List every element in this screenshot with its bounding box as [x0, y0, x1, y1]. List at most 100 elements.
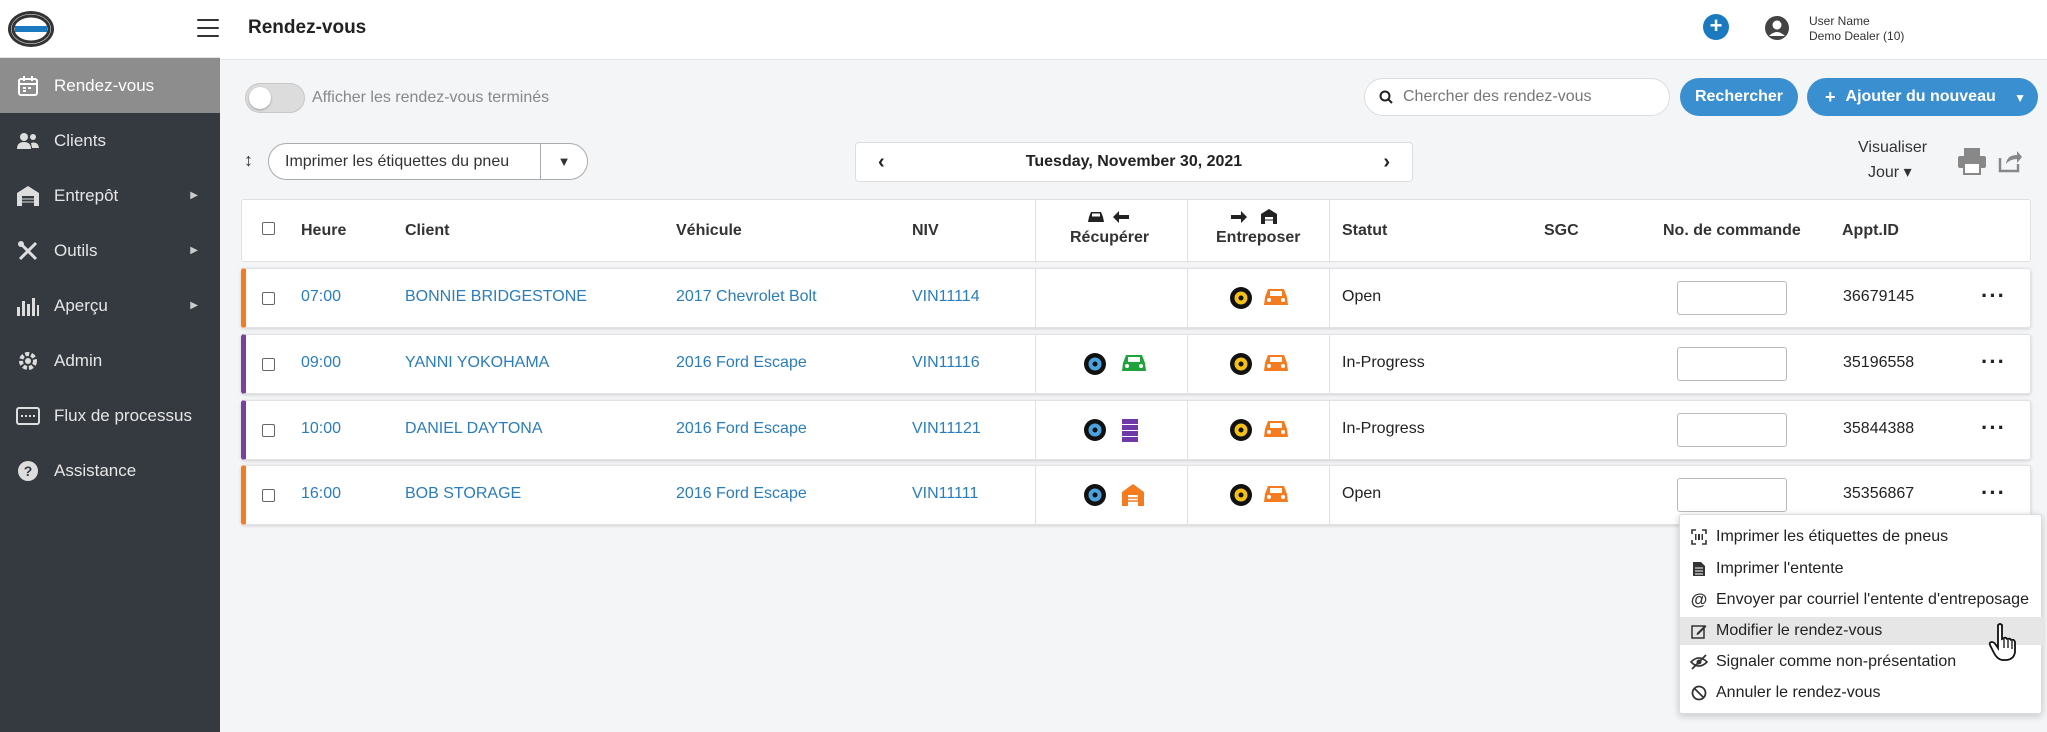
sidebar-nav: Rendez-vous Clients Entrepôt ▶ Outils ▶ [0, 58, 220, 498]
search-button[interactable]: Rechercher [1680, 78, 1798, 116]
add-new-button[interactable]: + Ajouter du nouveau ▼ [1807, 78, 2038, 116]
share-icon[interactable] [1997, 148, 2023, 174]
table-row[interactable]: 09:00 YANNI YOKOHAMA 2016 Ford Escape VIN11… [241, 334, 2031, 394]
menu-item-no-show[interactable]: Signaler comme non-présentation [1680, 648, 2043, 676]
dealer-name: Demo Dealer (10) [1809, 29, 1905, 43]
view-select[interactable]: Jour ▾ [1868, 164, 1912, 181]
row-checkbox[interactable] [262, 489, 275, 502]
vehicle-link[interactable]: 2016 Ford Escape [676, 485, 807, 502]
hamburger-menu-icon[interactable] [197, 19, 219, 37]
appointment-time-link[interactable]: 07:00 [301, 288, 342, 305]
row-checkbox[interactable] [262, 358, 275, 371]
search-input[interactable] [1403, 88, 1653, 106]
client-link[interactable]: BONNIE BRIDGESTONE [405, 288, 587, 305]
client-link[interactable]: BOB STORAGE [405, 485, 522, 502]
print-tire-labels-button[interactable]: Imprimer les étiquettes du pneu ▼ [268, 143, 588, 180]
previous-day-button[interactable]: ‹ [878, 150, 885, 173]
vehicle-link[interactable]: 2016 Ford Escape [676, 420, 807, 437]
row-checkbox[interactable] [262, 292, 275, 305]
row-actions-more-icon[interactable]: ··· [1981, 349, 2006, 374]
table-row[interactable]: 07:00 BONNIE BRIDGESTONE 2017 Chevrolet Bo… [241, 268, 2031, 328]
sidebar-item-entrepot[interactable]: Entrepôt ▶ [0, 168, 220, 223]
row-actions-more-icon[interactable]: ··· [1981, 480, 2006, 505]
next-day-button[interactable]: › [1383, 150, 1390, 173]
order-number-input[interactable] [1677, 413, 1787, 447]
search-icon [1379, 90, 1393, 104]
vin-link[interactable]: VIN11111 [912, 485, 979, 502]
tools-icon [16, 239, 40, 263]
menu-item-print-tire-labels[interactable]: Imprimer les étiquettes de pneus [1680, 523, 2043, 551]
print-icon[interactable] [1957, 147, 1987, 175]
table-row[interactable]: 10:00 DANIEL DAYTONA 2016 Ford Escape VIN11… [241, 400, 2031, 460]
order-number-input[interactable] [1677, 347, 1787, 381]
app-logo[interactable] [8, 10, 54, 47]
dropdown-arrow-icon[interactable]: ▼ [557, 154, 571, 169]
vehicle-link[interactable]: 2016 Ford Escape [676, 354, 807, 371]
order-number-input[interactable] [1677, 281, 1787, 315]
sidebar-item-apercu[interactable]: Aperçu ▶ [0, 278, 220, 333]
vehicle-link[interactable]: 2017 Chevrolet Bolt [676, 288, 817, 305]
select-all-checkbox[interactable] [262, 222, 275, 235]
sidebar-item-admin[interactable]: Admin [0, 333, 220, 388]
header-vehicle[interactable]: Véhicule [676, 222, 742, 239]
sidebar-item-flux-de-processus[interactable]: Flux de processus [0, 388, 220, 443]
vin-link[interactable]: VIN11116 [912, 354, 980, 371]
header-appt-id[interactable]: Appt.ID [1842, 222, 1899, 239]
menu-item-label: Modifier le rendez-vous [1716, 622, 1883, 639]
menu-item-edit-appointment[interactable]: Modifier le rendez-vous [1680, 617, 2043, 645]
date-navigator: ‹ Tuesday, November 30, 2021 › [855, 142, 1413, 182]
menu-item-email-agreement[interactable]: @ Envoyer par courriel l'entente d'entre… [1680, 586, 2043, 614]
sidebar-item-label: Aperçu [54, 295, 108, 315]
users-icon [16, 129, 40, 153]
show-completed-toggle[interactable] [245, 83, 305, 113]
top-bar [220, 0, 2047, 60]
header-status[interactable]: Statut [1342, 222, 1388, 239]
divider [1035, 466, 1036, 524]
menu-item-label: Envoyer par courriel l'entente d'entrepo… [1716, 591, 2029, 608]
search-box[interactable] [1364, 78, 1670, 116]
appt-id-text: 35356867 [1843, 485, 1915, 502]
client-link[interactable]: YANNI YOKOHAMA [405, 354, 550, 371]
menu-item-print-agreement[interactable]: Imprimer l'entente [1680, 555, 2043, 583]
order-number-input[interactable] [1677, 478, 1787, 512]
header-vin[interactable]: NIV [912, 222, 939, 239]
sidebar-item-assistance[interactable]: ? Assistance [0, 443, 220, 498]
tire-gold-icon [1229, 286, 1253, 310]
sidebar-item-label: Admin [54, 350, 103, 370]
quick-add-button[interactable]: + [1703, 14, 1729, 40]
header-client[interactable]: Client [405, 222, 450, 239]
sidebar-item-outils[interactable]: Outils ▶ [0, 223, 220, 278]
header-order-number[interactable]: No. de commande [1663, 222, 1801, 239]
divider [1329, 200, 1330, 263]
user-avatar-icon[interactable] [1764, 15, 1790, 41]
page-title: Rendez-vous [248, 17, 367, 38]
eye-slash-icon [1690, 653, 1708, 671]
table-header: Heure Client Véhicule NIV Récupérer Entr… [241, 199, 2031, 263]
vin-link[interactable]: VIN11114 [912, 288, 980, 305]
header-time[interactable]: Heure [301, 222, 347, 239]
client-link[interactable]: DANIEL DAYTONA [405, 420, 543, 437]
divider [1329, 466, 1330, 524]
appointment-time-link[interactable]: 16:00 [301, 485, 342, 502]
row-checkbox[interactable] [262, 424, 275, 437]
warehouse-icon [16, 184, 40, 208]
vin-link[interactable]: VIN11121 [912, 420, 981, 437]
appointment-time-link[interactable]: 10:00 [301, 420, 342, 437]
dropdown-arrow-icon[interactable]: ▼ [2014, 91, 2026, 105]
gear-icon [16, 349, 40, 373]
menu-item-cancel-appointment[interactable]: Annuler le rendez-vous [1680, 679, 2043, 707]
header-sgc[interactable]: SGC [1544, 222, 1579, 239]
appointment-time-link[interactable]: 09:00 [301, 354, 342, 371]
user-name[interactable]: User Name [1809, 14, 1870, 28]
sort-icon[interactable]: ↕ [244, 150, 253, 170]
sidebar-item-clients[interactable]: Clients [0, 113, 220, 168]
sidebar-item-rendez-vous[interactable]: Rendez-vous [0, 58, 220, 113]
row-actions-more-icon[interactable]: ··· [1981, 283, 2006, 308]
header-store[interactable]: Entreposer [1216, 229, 1301, 246]
row-actions-more-icon[interactable]: ··· [1981, 415, 2006, 440]
row-context-menu: Imprimer les étiquettes de pneus Imprime… [1679, 514, 2043, 714]
appt-id-text: 35844388 [1843, 420, 1915, 437]
appt-id-text: 36679145 [1843, 288, 1915, 305]
header-pickup[interactable]: Récupérer [1070, 229, 1150, 246]
warehouse-icon [1261, 209, 1277, 224]
